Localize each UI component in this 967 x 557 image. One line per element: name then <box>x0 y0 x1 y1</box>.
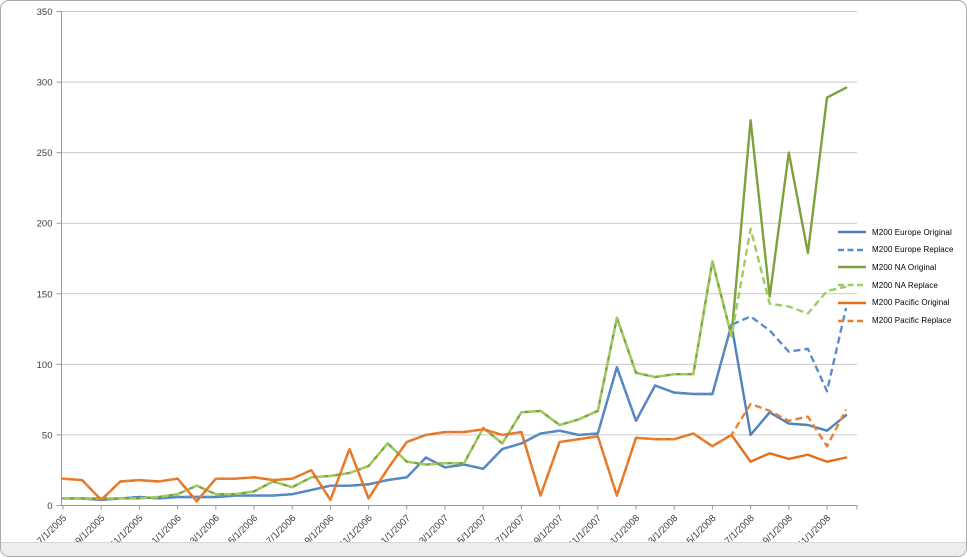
y-tick-label: 300 <box>37 78 53 89</box>
series-line-m200-na-replace <box>63 227 847 500</box>
legend-key-line <box>838 319 866 322</box>
legend-item-m200-na-original[interactable]: M200 NA Original <box>837 261 936 273</box>
legend-item-m200-na-replace[interactable]: M200 NA Replace <box>837 279 938 291</box>
y-tick-label: 100 <box>37 360 53 371</box>
legend-label: M200 NA Replace <box>872 280 938 290</box>
legend-item-m200-europe-original[interactable]: M200 Europe Original <box>837 226 952 238</box>
legend-item-m200-pacific-replace[interactable]: M200 Pacific Replace <box>837 315 951 327</box>
legend-item-m200-europe-replace[interactable]: M200 Europe Replace <box>837 244 954 256</box>
legend-label: M200 Pacific Replace <box>872 316 952 325</box>
legend-label: M200 Pacific Original <box>872 298 950 308</box>
y-tick-label: 50 <box>42 430 53 441</box>
frame-bottom-strip <box>1 542 966 556</box>
y-tick-label: 0 <box>47 501 52 512</box>
series-line-m200-pacific-replace <box>62 402 848 503</box>
y-tick-label: 250 <box>37 148 53 159</box>
legend-label: M200 Europe Original <box>872 227 952 237</box>
legend-key-line <box>838 266 866 269</box>
legend-key-line <box>838 248 866 251</box>
series-line-m200-europe-replace <box>63 307 848 502</box>
legend-key-line <box>838 230 866 234</box>
y-tick-label: 150 <box>37 289 53 300</box>
y-tick-label: 350 <box>37 7 53 18</box>
series-line-m200-europe-original <box>61 323 848 502</box>
y-tick-label: 200 <box>37 219 53 230</box>
legend-label: M200 Europe Replace <box>872 245 954 255</box>
legend-item-m200-pacific-original[interactable]: M200 Pacific Original <box>837 297 950 309</box>
legend-key-line <box>838 283 866 287</box>
legend-key-line <box>838 301 866 304</box>
legend-label: M200 NA Original <box>872 262 937 272</box>
